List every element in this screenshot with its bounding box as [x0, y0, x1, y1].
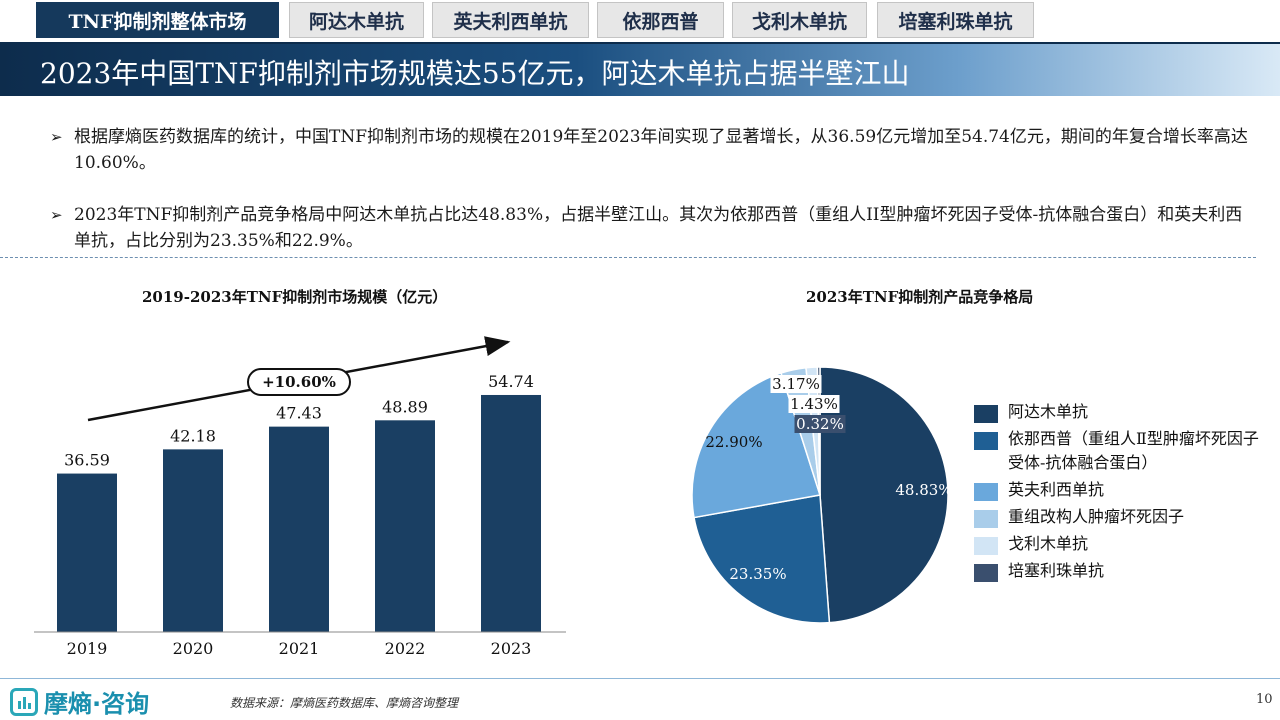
legend-item: 阿达木单抗 — [974, 400, 1274, 424]
x-tick-label: 2019 — [67, 639, 108, 658]
bullet-text: 2023年TNF抑制剂产品竞争格局中阿达木单抗占比达48.83%，占据半壁江山。… — [74, 205, 1243, 251]
pie-chart-title: 2023年TNF抑制剂产品竞争格局 — [806, 288, 1034, 306]
footer-divider — [0, 678, 1280, 679]
tab-bar: TNF抑制剂整体市场 阿达木单抗 英夫利西单抗 依那西普 戈利木单抗 培塞利珠单… — [0, 0, 1280, 42]
legend-swatch — [974, 537, 998, 555]
pie-slice-label: 3.17% — [772, 375, 820, 393]
pie-slice — [819, 366, 949, 624]
legend-swatch — [974, 564, 998, 582]
arrow-bullet-icon: ➢ — [50, 206, 63, 224]
bar-2023 — [481, 394, 541, 632]
pie-slice-label: 0.32% — [796, 415, 844, 433]
data-source: 数据来源：摩熵医药数据库、摩熵咨询整理 — [230, 696, 459, 710]
bar-2020 — [163, 449, 223, 632]
pie-slice-label: 48.83% — [895, 481, 952, 499]
tab-etanercept[interactable]: 依那西普 — [597, 2, 724, 38]
summary-box: ➢ 根据摩熵医药数据库的统计，中国TNF抑制剂市场的规模在2019年至2023年… — [0, 108, 1256, 258]
tab-certolizumab[interactable]: 培塞利珠单抗 — [877, 2, 1034, 38]
bar-value-label: 47.43 — [276, 404, 322, 423]
legend-item: 重组改构人肿瘤坏死因子 — [974, 505, 1274, 529]
bar-value-label: 54.74 — [488, 372, 534, 391]
bar-chart: 36.59 2019 42.18 2020 47.43 2021 48.89 2022 54.7… — [34, 336, 566, 658]
legend-label: 培塞利珠单抗 — [1008, 561, 1105, 580]
legend-label: 依那西普（重组人Ⅱ型肿瘤坏死因子受体-抗体融合蛋白） — [1008, 429, 1259, 472]
pie-label-background — [788, 395, 840, 413]
legend-swatch — [974, 510, 998, 528]
legend-item: 英夫利西单抗 — [974, 478, 1274, 502]
logo-icon — [10, 687, 38, 716]
legend-item: 培塞利珠单抗 — [974, 559, 1274, 583]
legend-label: 重组改构人肿瘤坏死因子 — [1008, 507, 1185, 526]
arrow-bullet-icon: ➢ — [50, 128, 63, 146]
pie-slice-label: 23.35% — [729, 565, 786, 583]
bullet-1: ➢ 根据摩熵医药数据库的统计，中国TNF抑制剂市场的规模在2019年至2023年… — [50, 124, 1250, 176]
tab-golimumab[interactable]: 戈利木单抗 — [732, 2, 867, 38]
legend-item: 戈利木单抗 — [974, 532, 1274, 556]
tab-infliximab[interactable]: 英夫利西单抗 — [432, 2, 589, 38]
cagr-badge — [247, 368, 351, 396]
cagr-label: +10.60% — [262, 373, 336, 391]
bar-2019 — [57, 473, 117, 632]
legend-label: 戈利木单抗 — [1008, 534, 1089, 553]
x-tick-label: 2023 — [491, 639, 532, 658]
legend-label: 阿达木单抗 — [1008, 402, 1089, 421]
tab-adalimumab[interactable]: 阿达木单抗 — [289, 2, 424, 38]
bullet-2: ➢ 2023年TNF抑制剂产品竞争格局中阿达木单抗占比达48.83%，占据半壁江… — [50, 202, 1250, 254]
legend-item: 依那西普（重组人Ⅱ型肿瘤坏死因子受体-抗体融合蛋白） — [974, 427, 1274, 475]
legend-swatch — [974, 405, 998, 423]
pie-slice-label: 1.43% — [790, 395, 838, 413]
x-tick-label: 2022 — [385, 639, 426, 658]
pie-slice — [693, 494, 831, 624]
pie-legend: 阿达木单抗依那西普（重组人Ⅱ型肿瘤坏死因子受体-抗体融合蛋白） 英夫利西单抗重组改… — [974, 400, 1274, 586]
bar-value-label: 42.18 — [170, 426, 216, 445]
pie-label-background — [794, 415, 846, 433]
legend-label: 英夫利西单抗 — [1008, 480, 1105, 499]
x-tick-label: 2020 — [173, 639, 214, 658]
title-bar: 2023年中国TNF抑制剂市场规模达55亿元，阿达木单抗占据半壁江山 — [0, 42, 1280, 96]
bullet-text: 根据摩熵医药数据库的统计，中国TNF抑制剂市场的规模在2019年至2023年间实… — [74, 127, 1248, 173]
bar-2022 — [375, 420, 435, 632]
page-title: 2023年中国TNF抑制剂市场规模达55亿元，阿达木单抗占据半壁江山 — [40, 57, 910, 90]
x-tick-label: 2021 — [279, 639, 320, 658]
pie-slice-label: 22.90% — [705, 433, 762, 451]
logo-text: 摩熵·咨询 — [44, 690, 150, 718]
bar-chart-title: 2019-2023年TNF抑制剂市场规模（亿元） — [142, 288, 448, 306]
bar-2021 — [269, 426, 329, 632]
legend-swatch — [974, 432, 998, 450]
pie-label-background — [770, 375, 822, 393]
pie-chart: 48.83% 23.35% 22.90% 3.17% 1.43% 0.32% — [691, 366, 953, 624]
page-number: 10 — [1256, 692, 1273, 707]
bar-value-label: 36.59 — [64, 451, 110, 470]
bar-value-label: 48.89 — [382, 397, 428, 416]
legend-swatch — [974, 483, 998, 501]
tab-tnf-overall-market[interactable]: TNF抑制剂整体市场 — [36, 2, 279, 38]
logo: 摩熵·咨询 — [10, 684, 149, 719]
pie-slice — [691, 372, 821, 519]
